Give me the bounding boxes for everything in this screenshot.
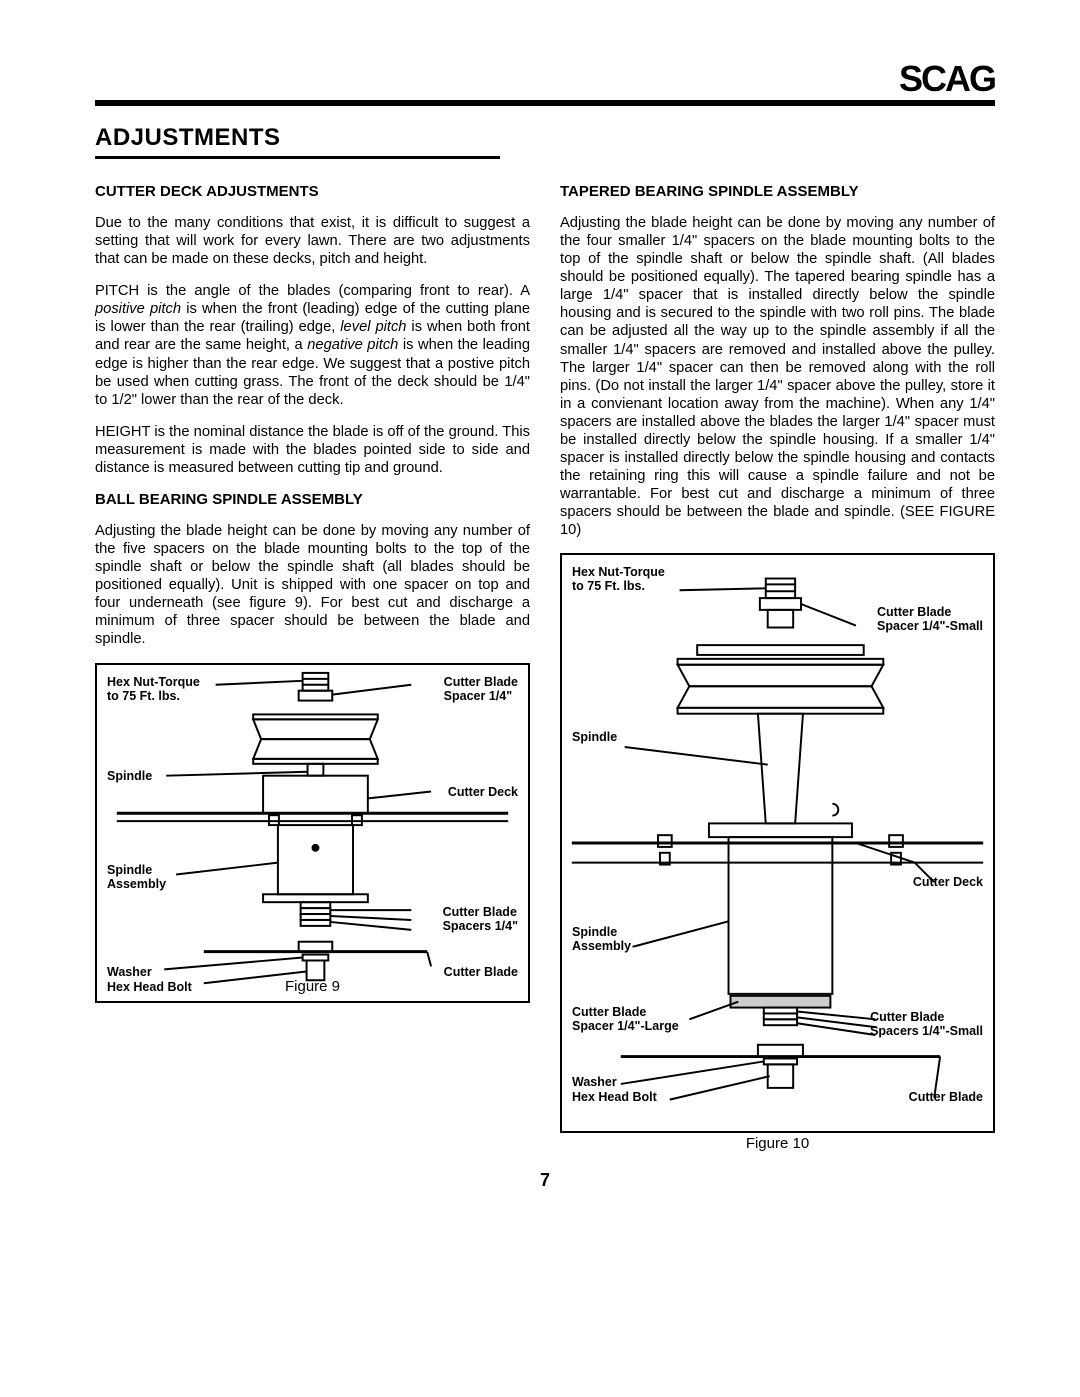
label-spindle: Spindle (572, 730, 617, 744)
label-cutter-deck: Cutter Deck (913, 875, 983, 889)
em-level-pitch: level pitch (340, 319, 406, 335)
label-washer: Washer (572, 1075, 617, 1089)
text: PITCH is the angle of the blades (compar… (95, 283, 530, 299)
top-rule (95, 100, 995, 106)
label-blade-spacer: Cutter Blade Spacer 1/4" (444, 675, 518, 703)
text: Spindle (107, 863, 166, 877)
heading-ball-bearing: BALL BEARING SPINDLE ASSEMBLY (95, 491, 530, 508)
figure-9: Hex Nut-Torque to 75 Ft. lbs. Spindle Sp… (95, 663, 530, 1003)
text: Spindle (572, 925, 631, 939)
text: Cutter Blade (572, 1005, 679, 1019)
page-number: 7 (95, 1170, 995, 1191)
text: Cutter Blade (443, 905, 518, 919)
text: Spacers 1/4" (443, 919, 518, 933)
label-blade-spacers-small: Cutter Blade Spacers 1/4"-Small (870, 1010, 983, 1038)
label-blade-spacers: Cutter Blade Spacers 1/4" (443, 905, 518, 933)
text: to 75 Ft. lbs. (572, 579, 665, 593)
right-column: TAPERED BEARING SPINDLE ASSEMBLY Adjusti… (560, 173, 995, 1152)
label-spindle: Spindle (107, 769, 152, 783)
text: Assembly (572, 939, 631, 953)
label-spindle-assembly: Spindle Assembly (107, 863, 166, 891)
label-hex-nut: Hex Nut-Torque to 75 Ft. lbs. (572, 565, 665, 593)
label-spindle-assembly: Spindle Assembly (572, 925, 631, 953)
text: Cutter Blade (877, 605, 983, 619)
label-cutter-blade: Cutter Blade (909, 1090, 983, 1104)
em-positive-pitch: positive pitch (95, 301, 181, 317)
label-spacer-large: Cutter Blade Spacer 1/4"-Large (572, 1005, 679, 1033)
figure-10-caption: Figure 10 (560, 1135, 995, 1152)
heading-tapered-bearing: TAPERED BEARING SPINDLE ASSEMBLY (560, 183, 995, 200)
em-negative-pitch: negative pitch (307, 337, 398, 353)
heading-cutter-deck: CUTTER DECK ADJUSTMENTS (95, 183, 530, 200)
text: to 75 Ft. lbs. (107, 689, 200, 703)
para-height: HEIGHT is the nominal distance the blade… (95, 423, 530, 477)
label-cutter-blade: Cutter Blade (444, 965, 518, 979)
text: Spacers 1/4"-Small (870, 1024, 983, 1038)
label-washer: Washer (107, 965, 152, 979)
left-column: CUTTER DECK ADJUSTMENTS Due to the many … (95, 173, 530, 1152)
label-blade-spacer-small: Cutter Blade Spacer 1/4"-Small (877, 605, 983, 633)
text: Spacer 1/4"-Small (877, 619, 983, 633)
text: Spacer 1/4"-Large (572, 1019, 679, 1033)
text: Spacer 1/4" (444, 689, 518, 703)
figure-10-diagram (562, 555, 993, 1131)
text: Cutter Blade (444, 675, 518, 689)
title-underline (95, 156, 500, 159)
label-hex-nut: Hex Nut-Torque to 75 Ft. lbs. (107, 675, 200, 703)
text: Hex Nut-Torque (572, 565, 665, 579)
para-intro: Due to the many conditions that exist, i… (95, 214, 530, 268)
section-title: ADJUSTMENTS (95, 124, 500, 152)
text: Assembly (107, 877, 166, 891)
text: Cutter Blade (870, 1010, 983, 1024)
figure-9-diagram (97, 665, 528, 1001)
figure-9-caption: Figure 9 (285, 978, 340, 995)
label-hex-bolt: Hex Head Bolt (572, 1090, 657, 1104)
para-tapered: Adjusting the blade height can be done b… (560, 214, 995, 539)
text: Hex Nut-Torque (107, 675, 200, 689)
figure-10: Hex Nut-Torque to 75 Ft. lbs. Spindle Sp… (560, 553, 995, 1133)
brand-logo: SCAG (899, 58, 995, 100)
label-hex-bolt: Hex Head Bolt (107, 980, 192, 994)
para-pitch: PITCH is the angle of the blades (compar… (95, 282, 530, 409)
label-cutter-deck: Cutter Deck (448, 785, 518, 799)
para-ball-bearing: Adjusting the blade height can be done b… (95, 522, 530, 649)
